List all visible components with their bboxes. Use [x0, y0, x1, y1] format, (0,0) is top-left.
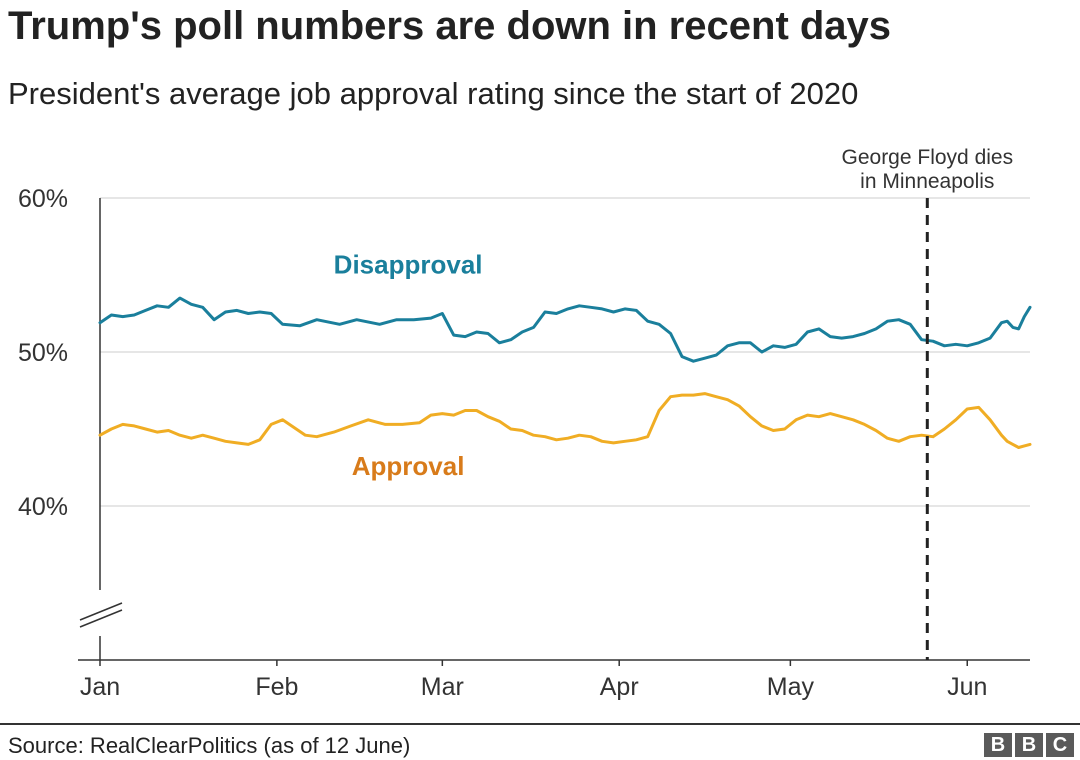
series-lines — [98, 296, 1032, 449]
bbc-logo: B B C — [984, 733, 1074, 757]
y-tick-label: 60% — [18, 185, 68, 213]
series-label-approval: Approval — [352, 451, 465, 481]
bbc-logo-letter: C — [1046, 733, 1074, 757]
gridlines — [100, 197, 1030, 507]
axes — [78, 198, 1030, 666]
axis-break-mark — [79, 602, 123, 621]
x-tick-label: Mar — [421, 673, 464, 701]
footer-divider — [0, 723, 1080, 725]
x-tick-label: Jun — [947, 673, 987, 701]
y-tick-label: 40% — [18, 493, 68, 521]
bbc-logo-letter: B — [984, 733, 1012, 757]
x-tick-label: Feb — [255, 673, 298, 701]
chart-subtitle: President's average job approval rating … — [8, 76, 859, 111]
axis-break-mark — [79, 609, 123, 628]
chart-title: Trump's poll numbers are down in recent … — [8, 4, 892, 48]
x-tick-label: Jan — [80, 673, 120, 701]
annotation-label: in Minneapolis — [860, 170, 994, 193]
series-label-disapproval: Disapproval — [334, 249, 483, 279]
x-tick-label: Apr — [600, 673, 639, 701]
bbc-logo-letter: B — [1015, 733, 1043, 757]
x-tick-label: May — [767, 673, 815, 701]
labels: 60% 50% 40% Jan Feb Mar Apr May Jun Disapproval Ap… — [18, 146, 1013, 701]
series-line-approval — [98, 392, 1032, 449]
line-chart: 60% 50% 40% Jan Feb Mar Apr May Jun Disapproval Ap… — [18, 146, 1032, 701]
y-tick-label: 50% — [18, 339, 68, 367]
annotation-label: George Floyd dies — [842, 146, 1014, 169]
series-line-disapproval — [98, 296, 1032, 363]
source-note: Source: RealClearPolitics (as of 12 June… — [8, 733, 411, 758]
